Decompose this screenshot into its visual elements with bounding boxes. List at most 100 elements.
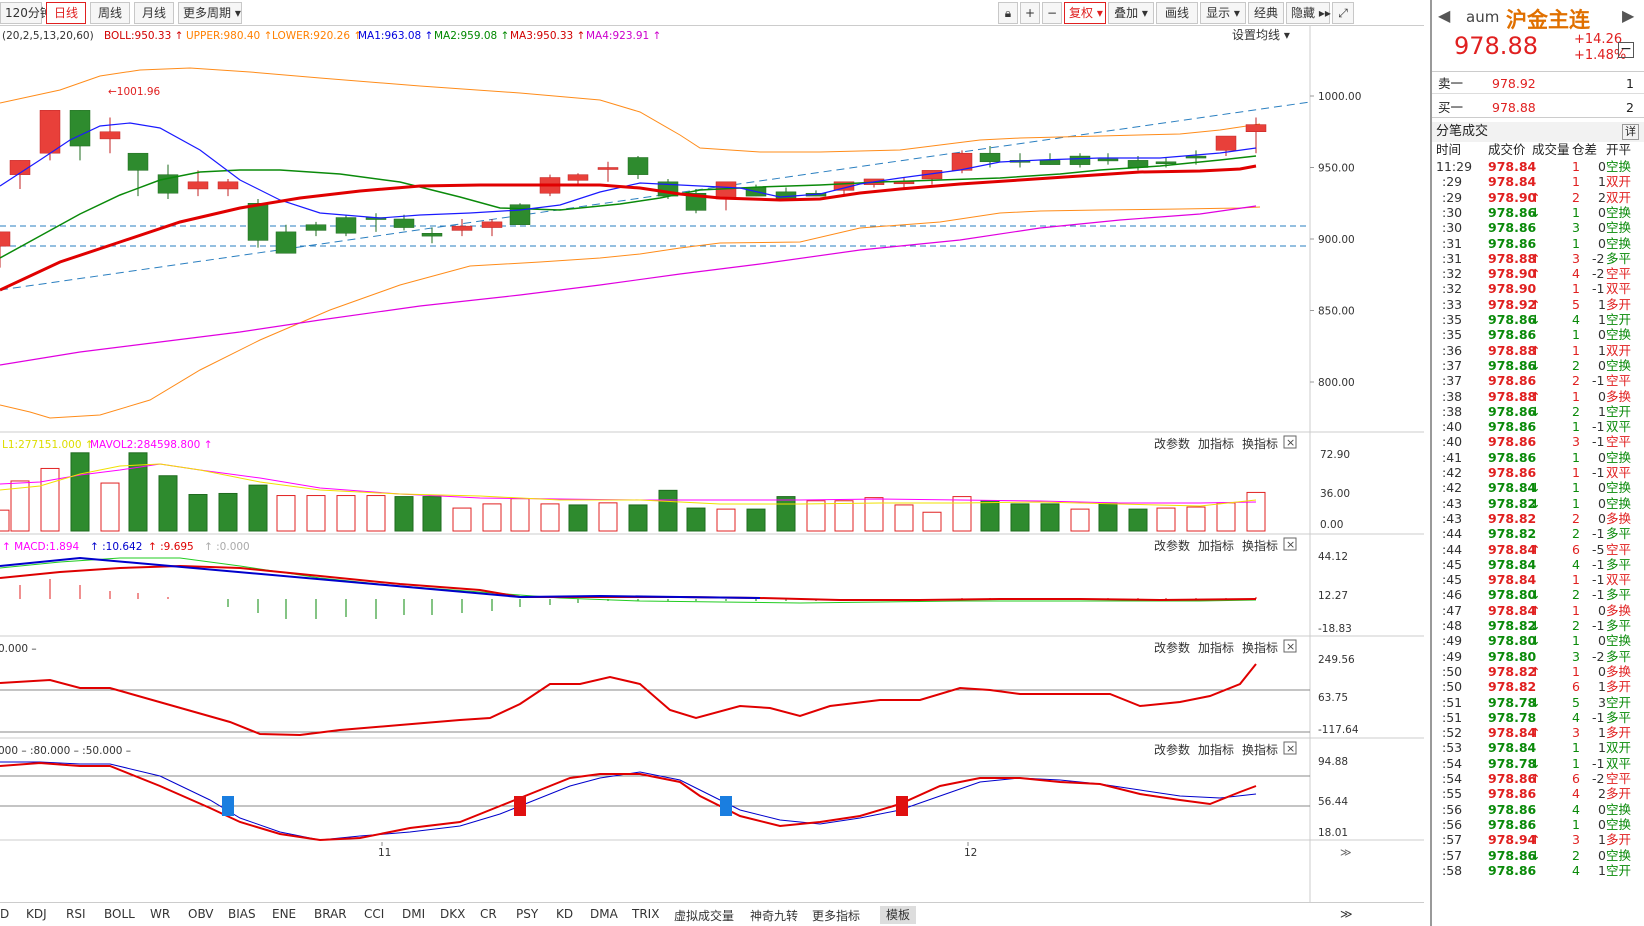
tick-time: :41 bbox=[1442, 449, 1463, 465]
tab-5[interactable]: OBV bbox=[188, 907, 214, 921]
tick-oi-change: 0 bbox=[1598, 449, 1606, 465]
more-periods-dropdown[interactable]: 更多周期 ▾ bbox=[178, 2, 242, 24]
collapse-icon[interactable]: − bbox=[1618, 42, 1634, 58]
tab-17[interactable]: 虚拟成交量 bbox=[674, 909, 735, 923]
ask-row: 卖一 978.92 1 bbox=[1432, 74, 1644, 94]
draw-line-button[interactable]: 画线 bbox=[1156, 2, 1198, 24]
tick-oi-change: 0 bbox=[1598, 357, 1606, 373]
panel-button[interactable]: 改参数 bbox=[1154, 436, 1190, 451]
panel-button[interactable]: 换指标 bbox=[1242, 742, 1278, 757]
tick-time: :31 bbox=[1442, 235, 1463, 251]
tab-19[interactable]: 更多指标 bbox=[812, 909, 861, 923]
tick-row: :42 978.86 1 -1 双平 bbox=[1432, 465, 1644, 480]
tab-2[interactable]: RSI bbox=[66, 907, 86, 921]
ticks-header: 时间 成交价 成交量 仓差 开平 bbox=[1432, 142, 1644, 158]
signal-marker bbox=[720, 796, 732, 816]
tab-3[interactable]: BOLL bbox=[104, 907, 135, 921]
panel-button[interactable]: 加指标 bbox=[1198, 640, 1234, 655]
tick-time: :32 bbox=[1442, 266, 1463, 282]
panel-button[interactable]: 改参数 bbox=[1154, 640, 1190, 655]
tab-11[interactable]: DKX bbox=[440, 907, 466, 921]
tab-10[interactable]: DMI bbox=[402, 907, 426, 921]
ticks-header-volume: 成交量 bbox=[1532, 142, 1570, 157]
fuquan-dropdown[interactable]: 复权 ▾ bbox=[1064, 2, 1106, 24]
overlay-dropdown[interactable]: 叠加 ▾ bbox=[1108, 2, 1154, 24]
tick-volume: 1 bbox=[1572, 159, 1580, 174]
tab-16[interactable]: TRIX bbox=[632, 907, 660, 921]
tick-price: 978.82 bbox=[1488, 510, 1537, 526]
tick-price: 978.86 bbox=[1488, 816, 1537, 832]
panel-button[interactable]: 加指标 bbox=[1198, 538, 1234, 553]
p3-axis-label: 249.56 bbox=[1318, 654, 1355, 666]
ma-settings-button[interactable]: 设置均线 ▾ bbox=[1232, 28, 1290, 42]
tick-type: 多换 bbox=[1606, 388, 1632, 404]
tick-oi-change: 0 bbox=[1598, 847, 1606, 863]
panel-button[interactable]: 改参数 bbox=[1154, 538, 1190, 553]
tick-price: 978.78 bbox=[1488, 709, 1537, 725]
lock-button[interactable]: 🔒︎ bbox=[998, 2, 1018, 24]
tick-type: 多换 bbox=[1606, 602, 1632, 618]
tick-oi-change: 1 bbox=[1598, 174, 1606, 190]
tab-9[interactable]: CCI bbox=[364, 907, 385, 921]
candle-body bbox=[421, 233, 443, 237]
tab-6[interactable]: BIAS bbox=[228, 907, 256, 921]
scroll-right-icon[interactable]: ≫ bbox=[1340, 846, 1352, 859]
tick-oi-change: -1 bbox=[1592, 373, 1605, 389]
tab-8[interactable]: BRAR bbox=[314, 907, 347, 921]
tick-type: 空开 bbox=[1606, 862, 1632, 878]
tick-row: :31 978.88 ↑ 3 -2 多平 bbox=[1432, 251, 1644, 266]
tick-row: :29 978.84 1 1 双开 bbox=[1432, 174, 1644, 189]
chart-grid bbox=[0, 26, 1424, 906]
macd-axis-label: -18.83 bbox=[1318, 623, 1352, 635]
panel-button[interactable]: 加指标 bbox=[1198, 742, 1234, 757]
zoom-in-button[interactable]: + bbox=[1020, 2, 1040, 24]
tick-volume: 5 bbox=[1572, 296, 1580, 312]
tab-1[interactable]: KDJ bbox=[26, 907, 47, 921]
quote-header: ◀ aum 沪金主连 ▶ 978.88 +14.26 +1.48% − bbox=[1432, 0, 1644, 72]
period-120min-button[interactable]: 120分钟 bbox=[0, 2, 52, 24]
tab-20[interactable]: 模板 bbox=[880, 906, 917, 924]
hide-button[interactable]: 隐藏 ▸▸ bbox=[1286, 2, 1331, 24]
fullscreen-button[interactable]: ⤢ bbox=[1332, 2, 1354, 24]
tab-12[interactable]: CR bbox=[480, 907, 497, 921]
price-change: +14.26 bbox=[1574, 32, 1623, 47]
zoom-out-button[interactable]: − bbox=[1042, 2, 1062, 24]
tick-type: 多平 bbox=[1606, 709, 1632, 725]
ticks-detail-button[interactable]: 详 bbox=[1622, 124, 1639, 140]
volume-bar bbox=[1128, 508, 1148, 532]
tab-18[interactable]: 神奇九转 bbox=[750, 909, 799, 923]
classic-button[interactable]: 经典 bbox=[1248, 2, 1284, 24]
period-weekly-button[interactable]: 周线 bbox=[90, 2, 130, 24]
prev-arrow-icon[interactable]: ◀ bbox=[1438, 6, 1451, 25]
panel-button[interactable]: 换指标 bbox=[1242, 436, 1278, 451]
tick-row: :52 978.84 ↑ 3 1 多开 bbox=[1432, 725, 1644, 740]
tick-oi-change: -1 bbox=[1592, 587, 1605, 603]
tab-15[interactable]: DMA bbox=[590, 907, 618, 921]
panel-button[interactable]: 换指标 bbox=[1242, 640, 1278, 655]
tick-row: :47 978.84 ↑ 1 0 多换 bbox=[1432, 603, 1644, 618]
panel-close-icon bbox=[1283, 639, 1297, 653]
tick-oi-change: -1 bbox=[1592, 556, 1605, 572]
next-arrow-icon[interactable]: ▶ bbox=[1622, 6, 1635, 25]
moving-averages bbox=[0, 122, 1257, 366]
tab-4[interactable]: WR bbox=[150, 907, 171, 921]
kline-chart[interactable]: 1000.00 950.00 900.00 850.00 800.00 ←1001.96 (… bbox=[0, 26, 1424, 906]
tick-volume: 2 bbox=[1572, 847, 1580, 863]
panel-button[interactable]: 换指标 bbox=[1242, 538, 1278, 553]
period-monthly-button[interactable]: 月线 bbox=[134, 2, 174, 24]
tab-0[interactable]: D bbox=[0, 907, 10, 921]
tabs-scroll-icon[interactable]: ≫ bbox=[1340, 907, 1353, 921]
tick-volume: 5 bbox=[1572, 694, 1580, 710]
candle-body bbox=[1097, 158, 1119, 162]
tick-oi-change: -1 bbox=[1592, 709, 1605, 725]
tab-13[interactable]: PSY bbox=[516, 907, 539, 921]
tab-14[interactable]: KD bbox=[556, 907, 574, 921]
panel-button[interactable]: 改参数 bbox=[1154, 742, 1190, 757]
panel-button[interactable]: 加指标 bbox=[1198, 436, 1234, 451]
tab-7[interactable]: ENE bbox=[272, 907, 297, 921]
expand-icon: ⤢ bbox=[1338, 6, 1348, 20]
period-daily-button[interactable]: 日线 bbox=[46, 2, 86, 24]
tick-volume: 1 bbox=[1572, 388, 1580, 404]
display-dropdown[interactable]: 显示 ▾ bbox=[1200, 2, 1246, 24]
tick-oi-change: -2 bbox=[1592, 648, 1605, 664]
